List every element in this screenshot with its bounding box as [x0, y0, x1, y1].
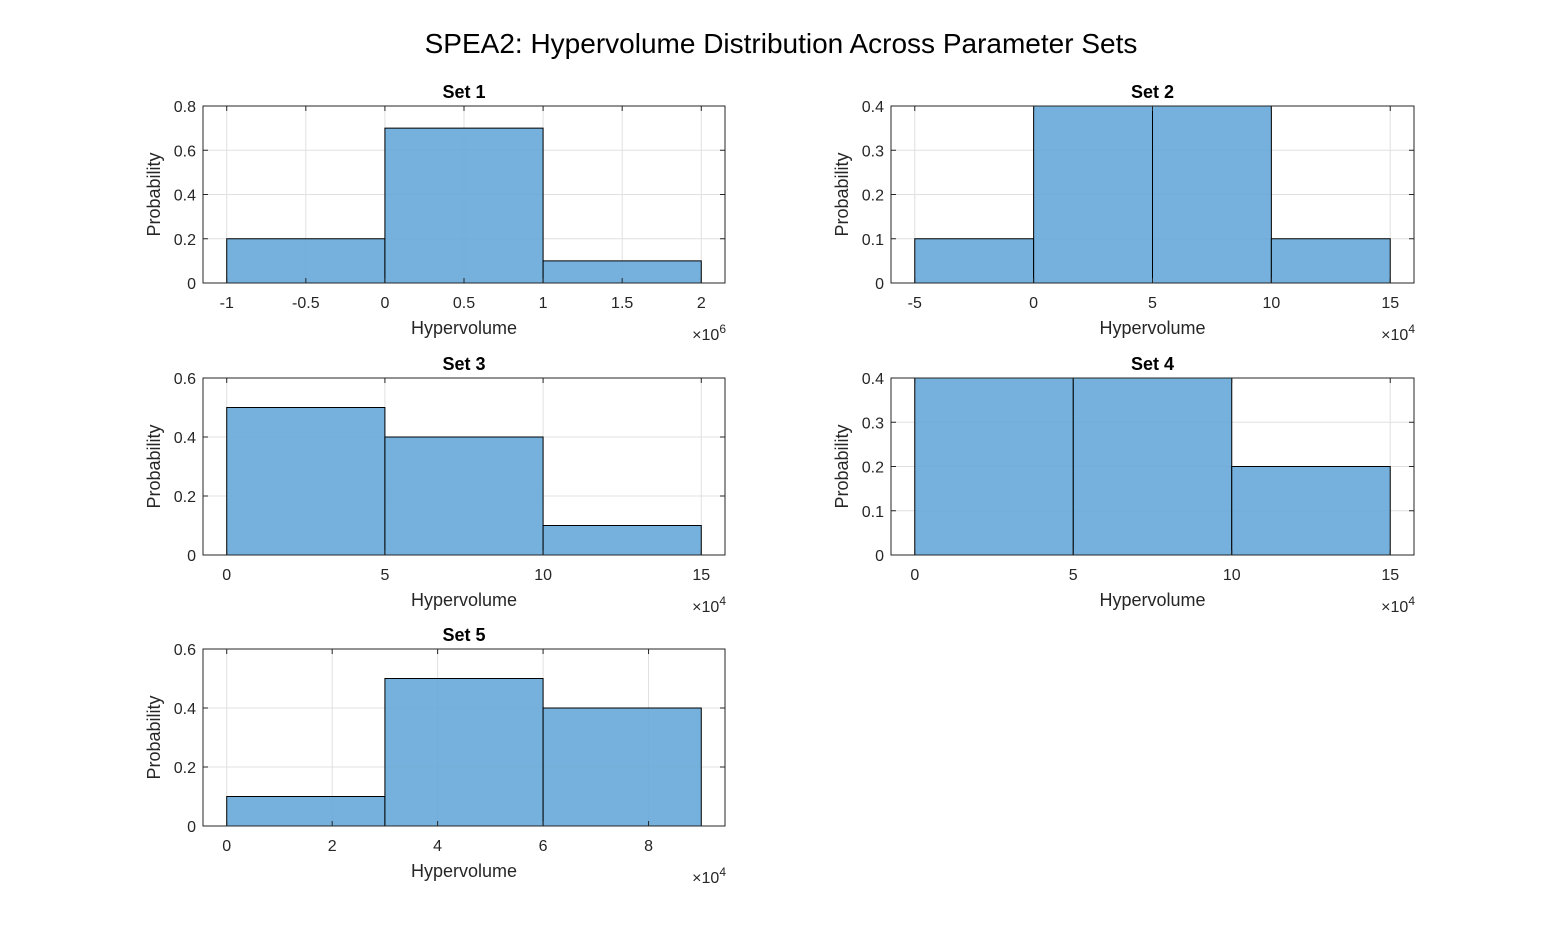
- x-tick-label: 8: [644, 838, 653, 855]
- x-tick-label: 2: [328, 838, 337, 855]
- histogram-bar: [384, 436, 544, 556]
- x-tick-label: -1: [220, 295, 234, 312]
- x-tick-label: 0.5: [453, 295, 475, 312]
- y-tick-label: 0.2: [174, 489, 196, 506]
- y-tick-label: 0.1: [862, 232, 884, 249]
- x-tick-label: 15: [1381, 295, 1399, 312]
- y-tick-label: 0: [187, 819, 196, 836]
- y-tick-label: 0.3: [862, 415, 884, 432]
- y-tick-label: 0.4: [174, 430, 196, 447]
- subplot-set-2: -5 0 5 10 15 0 0.1 0.2 0.3 0.4 Set 2 Hypervolume Pro…: [832, 82, 1415, 344]
- histogram-bar: [226, 238, 386, 284]
- x-tick-label: 10: [1223, 567, 1241, 584]
- y-tick-label: 0.4: [862, 99, 884, 116]
- x-axis-label: Hypervolume: [1099, 590, 1205, 610]
- histogram-bar: [542, 525, 702, 556]
- x-tick-label: 10: [1262, 295, 1280, 312]
- histogram-bar: [542, 707, 702, 827]
- subplot-set-3: 0 5 10 15 0 0.2 0.4 0.6 Set 3 Hypervolume Probabil…: [144, 354, 726, 616]
- subplot-set-4: 0 5 10 15 0 0.1 0.2 0.3 0.4 Set 4 Hypervolume Proba…: [832, 354, 1415, 616]
- x-tick-label: 6: [539, 838, 548, 855]
- axes-box: [202, 648, 726, 827]
- subplot-title: Set 2: [1131, 82, 1174, 102]
- histogram-bar: [914, 377, 1074, 556]
- x-axis-label: Hypervolume: [1099, 318, 1205, 338]
- subplot-title: Set 1: [442, 82, 485, 102]
- histogram-bar: [1033, 105, 1153, 284]
- y-tick-label: 0.6: [174, 371, 196, 388]
- y-tick-label: 0.2: [174, 760, 196, 777]
- x-tick-label: -0.5: [292, 295, 320, 312]
- subplot-set-5: 0 2 4 6 8 0 0.2 0.4 0.6 Set 5 Hypervolume Probabili…: [144, 625, 726, 887]
- y-tick-label: 0.4: [862, 371, 884, 388]
- figure-title: SPEA2: Hypervolume Distribution Across P…: [425, 28, 1138, 59]
- x-tick-label: 15: [692, 567, 710, 584]
- x-axis-label: Hypervolume: [411, 861, 517, 881]
- histogram-bar: [384, 127, 544, 284]
- x-tick-label: 0: [910, 567, 919, 584]
- y-tick-label: 0.2: [862, 460, 884, 477]
- x-axis-label: Hypervolume: [411, 318, 517, 338]
- x-tick-label: 0: [380, 295, 389, 312]
- y-tick-label: 0.6: [174, 143, 196, 160]
- x-tick-label: 4: [433, 838, 442, 855]
- y-tick-label: 0.2: [862, 188, 884, 205]
- y-tick-label: 0.1: [862, 504, 884, 521]
- x-axis-exponent: ×104: [1381, 322, 1415, 344]
- x-tick-label: -5: [908, 295, 922, 312]
- histogram-bar: [1152, 105, 1272, 284]
- y-axis-label: Probability: [832, 424, 852, 508]
- histogram-bar: [1231, 466, 1391, 556]
- histogram-bar: [226, 796, 386, 827]
- y-axis-label: Probability: [144, 152, 164, 236]
- x-tick-label: 10: [534, 567, 552, 584]
- x-tick-label: 5: [380, 567, 389, 584]
- subplot-title: Set 4: [1131, 354, 1174, 374]
- x-tick-label: 0: [222, 567, 231, 584]
- y-tick-label: 0.3: [862, 143, 884, 160]
- axes-box: [202, 377, 726, 556]
- subplot-grid: -1 -0.5 0 0.5 1 1.5 2 0 0.2 0.4 0.6 0.8 Set 1 Hypervo…: [144, 82, 1415, 887]
- y-tick-label: 0.4: [174, 701, 196, 718]
- histogram-bar: [384, 678, 544, 827]
- y-tick-label: 0.6: [174, 642, 196, 659]
- x-tick-label: 1.5: [611, 295, 633, 312]
- subplot-title: Set 3: [442, 354, 485, 374]
- y-tick-label: 0: [187, 276, 196, 293]
- y-tick-label: 0: [875, 548, 884, 565]
- y-tick-label: 0: [187, 548, 196, 565]
- x-tick-label: 1: [539, 295, 548, 312]
- x-tick-label: 5: [1148, 295, 1157, 312]
- histogram-bar: [914, 238, 1035, 284]
- x-axis-exponent: ×104: [692, 865, 726, 887]
- x-axis-label: Hypervolume: [411, 590, 517, 610]
- x-tick-label: 5: [1069, 567, 1078, 584]
- x-axis-exponent: ×106: [692, 322, 726, 344]
- x-tick-label: 0: [1029, 295, 1038, 312]
- x-tick-label: 15: [1381, 567, 1399, 584]
- histogram-bar: [1270, 238, 1391, 284]
- histogram-bar: [226, 407, 386, 556]
- y-tick-label: 0: [875, 276, 884, 293]
- y-axis-label: Probability: [832, 152, 852, 236]
- x-axis-exponent: ×104: [692, 594, 726, 616]
- subplot-title: Set 5: [442, 625, 485, 645]
- x-tick-label: 2: [697, 295, 706, 312]
- x-axis-exponent: ×104: [1381, 594, 1415, 616]
- y-axis-label: Probability: [144, 424, 164, 508]
- y-tick-label: 0.2: [174, 232, 196, 249]
- histogram-bar: [1072, 377, 1233, 556]
- y-tick-label: 0.4: [174, 188, 196, 205]
- subplot-set-1: -1 -0.5 0 0.5 1 1.5 2 0 0.2 0.4 0.6 0.8 Set 1 Hypervo…: [144, 82, 726, 344]
- y-tick-label: 0.8: [174, 99, 196, 116]
- x-tick-label: 0: [222, 838, 231, 855]
- y-axis-label: Probability: [144, 695, 164, 779]
